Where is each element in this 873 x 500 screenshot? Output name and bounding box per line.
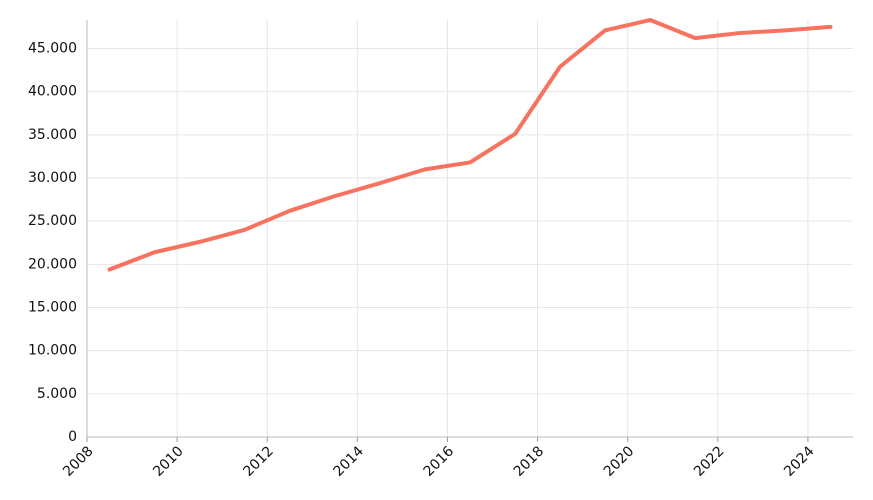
data-line (107, 18, 833, 272)
y-tick-label: 0 (68, 429, 77, 445)
y-tick-label: 20.000 (28, 256, 77, 272)
y-tick-label: 40.000 (28, 84, 77, 100)
y-tick-label: 10.000 (28, 343, 77, 359)
x-tick-label: 2022 (691, 443, 728, 480)
x-tick-label: 2024 (781, 443, 818, 480)
y-tick-label: 45.000 (28, 40, 77, 56)
y-tick-label: 35.000 (28, 127, 77, 143)
x-tick-label: 2018 (511, 443, 548, 480)
x-tick-label: 2012 (240, 443, 277, 480)
y-tick-label: 30.000 (28, 170, 77, 186)
y-tick-label: 5.000 (37, 386, 77, 402)
y-tick-label: 25.000 (28, 213, 77, 229)
x-tick-label: 2020 (601, 443, 638, 480)
x-tick-label: 2008 (60, 443, 97, 480)
x-tick-label: 2016 (421, 443, 458, 480)
x-tick-label: 2010 (150, 443, 187, 480)
y-tick-label: 15.000 (28, 299, 77, 315)
x-tick-label: 2014 (330, 443, 367, 480)
